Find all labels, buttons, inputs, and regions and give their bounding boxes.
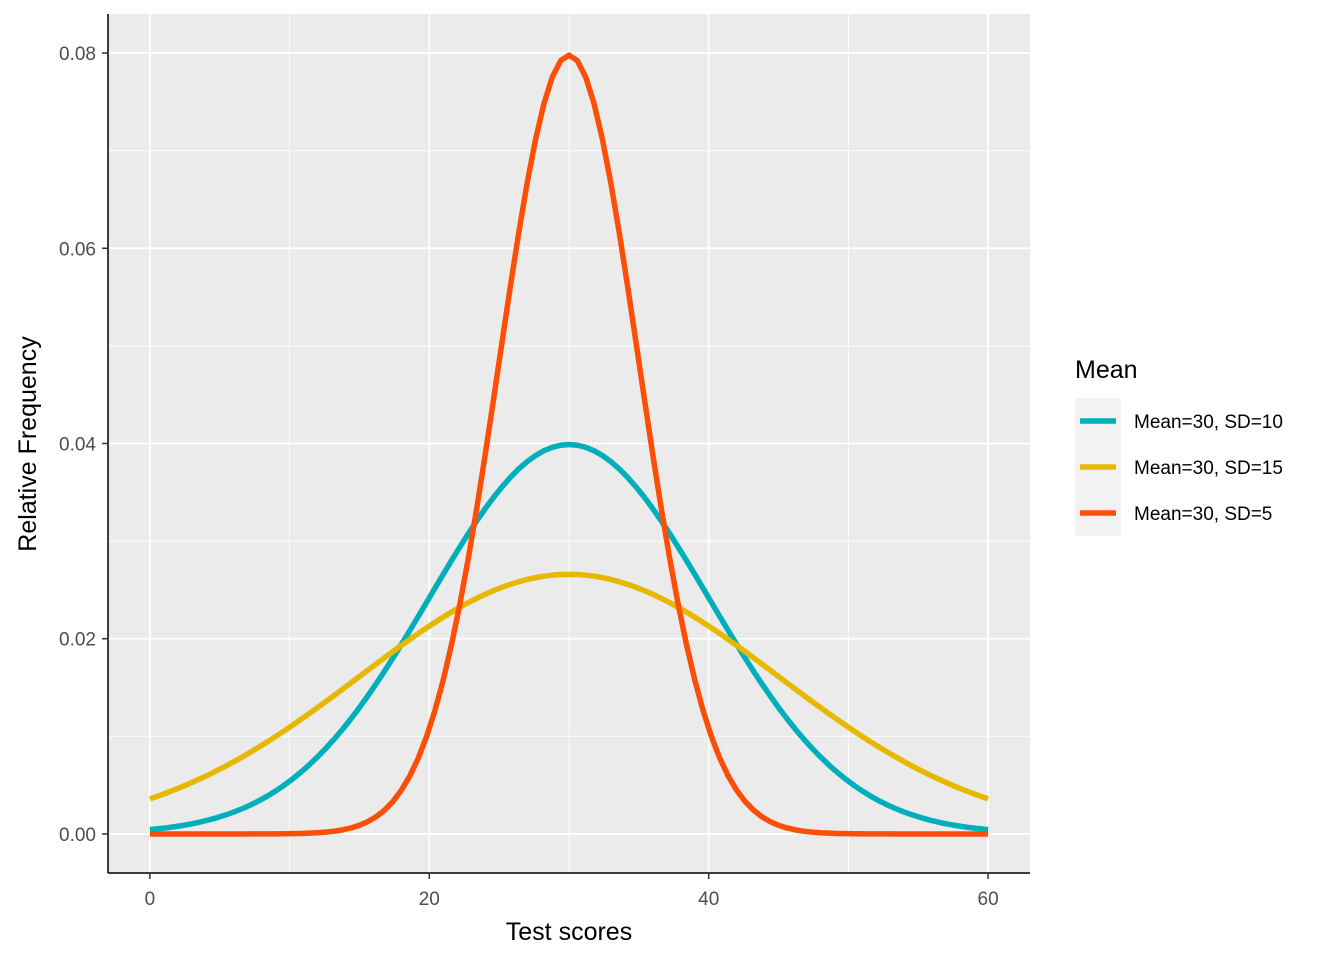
- y-axis-ticks: 0.00 0.02 0.04 0.06 0.08: [59, 44, 108, 846]
- legend-label: Mean=30, SD=5: [1134, 504, 1272, 525]
- legend-title: Mean: [1075, 356, 1138, 384]
- x-tick-label: 40: [698, 889, 719, 910]
- y-axis-title: Relative Frequency: [14, 336, 42, 552]
- x-axis-title: Test scores: [506, 918, 632, 946]
- y-tick-label: 0.06: [59, 239, 96, 260]
- x-tick-label: 20: [419, 889, 440, 910]
- series-lines: [149, 52, 989, 837]
- x-tick-label: 0: [145, 889, 156, 910]
- series-line-1: [149, 441, 989, 833]
- y-tick-label: 0.00: [59, 825, 96, 846]
- legend: Mean Mean=30, SD=10 Mean=30, SD=15 Mean=30…: [1075, 356, 1283, 536]
- x-axis-ticks: 0 20 40 60: [145, 873, 999, 910]
- legend-label: Mean=30, SD=15: [1134, 458, 1283, 479]
- legend-label: Mean=30, SD=10: [1134, 412, 1283, 433]
- y-tick-label: 0.04: [59, 435, 96, 456]
- x-tick-label: 60: [978, 889, 999, 910]
- y-tick-label: 0.02: [59, 630, 96, 651]
- series-line-2: [149, 571, 989, 802]
- series-line-3: [149, 52, 989, 837]
- y-tick-label: 0.08: [59, 44, 96, 65]
